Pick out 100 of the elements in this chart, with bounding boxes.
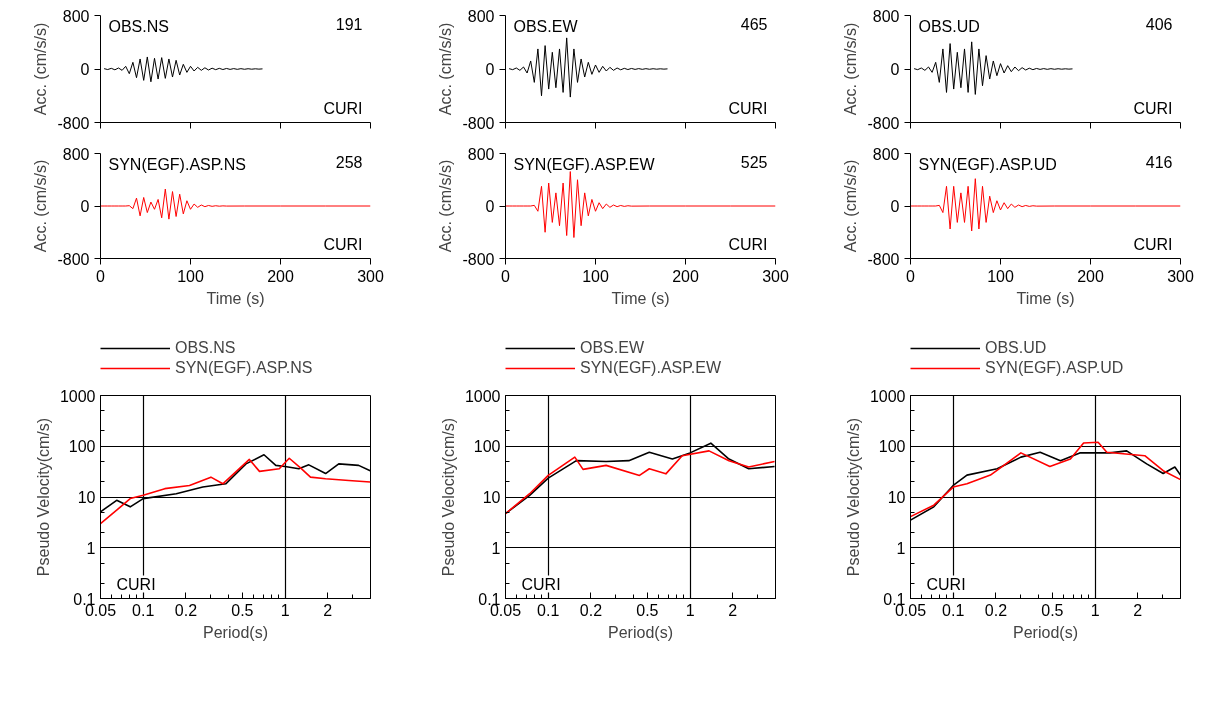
- x-axis-title: Period(s): [1013, 623, 1078, 641]
- y-tick-label: 800: [467, 7, 495, 25]
- annotation: OBS.UD: [918, 17, 980, 35]
- x-tick-label: 1: [1090, 601, 1100, 619]
- x-tick-label: 200: [672, 267, 699, 285]
- x-tick-label: 0.1: [132, 601, 155, 619]
- x-tick-label: 300: [1167, 267, 1194, 285]
- y-tick-label: 1: [896, 539, 906, 557]
- annotation: OBS.EW: [513, 17, 579, 35]
- y-tick-label: 800: [872, 7, 900, 25]
- y-tick-label: 100: [473, 438, 501, 456]
- x-tick-label: 100: [582, 267, 609, 285]
- x-tick-label: 2: [728, 601, 738, 619]
- annotation: SYN(EGF).ASP.UD: [918, 155, 1057, 173]
- y-tick-label: 800: [62, 145, 90, 163]
- y-tick-label: 10: [77, 489, 96, 506]
- annotation: 465: [740, 15, 768, 33]
- legend-label: OBS.UD: [985, 339, 1047, 357]
- line-series: [505, 171, 776, 238]
- line-series: [508, 37, 668, 98]
- x-tick-label: 0.5: [1041, 601, 1064, 619]
- y-axis-title: Acc. (cm/s/s): [842, 159, 860, 253]
- annotation: SYN(EGF).ASP.NS: [108, 155, 247, 173]
- line-series: [103, 56, 263, 83]
- y-tick-label: 0: [485, 198, 495, 215]
- annotation: OBS.NS: [108, 17, 169, 35]
- legend-label: SYN(EGF).ASP.UD: [985, 359, 1124, 377]
- y-axis-title: Acc. (cm/s/s): [437, 22, 455, 116]
- y-tick-label: 1: [86, 539, 96, 557]
- y-tick-label: -800: [462, 250, 495, 268]
- x-axis-title: Period(s): [608, 623, 673, 641]
- annotation: CURI: [728, 235, 768, 253]
- legend-label: OBS.NS: [175, 339, 236, 357]
- y-tick-label: 1000: [59, 387, 96, 405]
- y-tick-label: -800: [462, 114, 495, 132]
- legend-label: OBS.EW: [580, 339, 645, 357]
- x-tick-label: 2: [323, 601, 333, 619]
- x-tick-label: 200: [1077, 267, 1104, 285]
- y-axis-title: Acc. (cm/s/s): [32, 22, 50, 116]
- y-axis-title: Pseudo Velocity(cm/s): [844, 417, 862, 577]
- annotation: 258: [335, 153, 363, 171]
- x-tick-label: 100: [987, 267, 1014, 285]
- x-axis-title: Time (s): [611, 289, 670, 307]
- annotation: SYN(EGF).ASP.EW: [513, 155, 656, 173]
- y-tick-label: 0: [890, 61, 900, 78]
- annotation: 406: [1145, 15, 1173, 33]
- x-tick-label: 0.1: [537, 601, 560, 619]
- y-tick-label: 800: [467, 145, 495, 163]
- annotation: CURI: [116, 575, 156, 593]
- y-axis-title: Acc. (cm/s/s): [437, 159, 455, 253]
- annotation: CURI: [1133, 235, 1173, 253]
- annotation: CURI: [1133, 99, 1173, 117]
- y-tick-label: 0: [485, 61, 495, 78]
- y-tick-label: 10: [482, 489, 501, 506]
- x-tick-label: 200: [267, 267, 294, 285]
- legend-label: SYN(EGF).ASP.EW: [580, 359, 722, 377]
- y-tick-label: 1: [491, 539, 501, 557]
- annotation: 191: [335, 15, 363, 33]
- line-series: [913, 41, 1073, 95]
- x-axis-title: Period(s): [203, 623, 268, 641]
- line-series: [910, 178, 1181, 232]
- x-tick-label: 0.2: [984, 601, 1008, 619]
- annotation: CURI: [521, 575, 561, 593]
- y-tick-label: -800: [57, 114, 90, 132]
- x-axis-title: Time (s): [206, 289, 265, 307]
- y-tick-label: 1000: [464, 387, 501, 405]
- annotation: 525: [740, 153, 768, 171]
- annotation: CURI: [926, 575, 966, 593]
- x-tick-label: 1: [685, 601, 695, 619]
- y-tick-label: 100: [878, 438, 906, 456]
- y-tick-label: -800: [867, 114, 900, 132]
- annotation: CURI: [323, 99, 363, 117]
- y-tick-label: 0: [80, 61, 90, 78]
- y-tick-label: 1000: [869, 387, 906, 405]
- y-tick-label: 10: [887, 489, 906, 506]
- annotation: CURI: [323, 235, 363, 253]
- y-axis-title: Pseudo Velocity(cm/s): [439, 417, 457, 577]
- legend-label: SYN(EGF).ASP.NS: [175, 359, 313, 377]
- x-tick-label: 300: [357, 267, 384, 285]
- y-axis-title: Acc. (cm/s/s): [842, 22, 860, 116]
- y-tick-label: 800: [872, 145, 900, 163]
- annotation: CURI: [728, 99, 768, 117]
- x-axis-title: Time (s): [1016, 289, 1075, 307]
- x-tick-label: 0.5: [231, 601, 254, 619]
- x-tick-label: 2: [1133, 601, 1143, 619]
- annotation: 416: [1145, 153, 1173, 171]
- x-tick-label: 0.5: [636, 601, 659, 619]
- x-tick-label: 0.2: [174, 601, 198, 619]
- y-tick-label: 800: [62, 7, 90, 25]
- y-axis-title: Acc. (cm/s/s): [32, 159, 50, 253]
- y-tick-label: -800: [57, 250, 90, 268]
- y-tick-label: 0: [890, 198, 900, 215]
- y-tick-label: 0: [80, 198, 90, 215]
- line-series: [100, 188, 371, 220]
- y-tick-label: 100: [68, 438, 96, 456]
- x-tick-label: 1: [280, 601, 290, 619]
- x-tick-label: 300: [762, 267, 789, 285]
- x-tick-label: 100: [177, 267, 204, 285]
- y-axis-title: Pseudo Velocity(cm/s): [34, 417, 52, 577]
- y-tick-label: -800: [867, 250, 900, 268]
